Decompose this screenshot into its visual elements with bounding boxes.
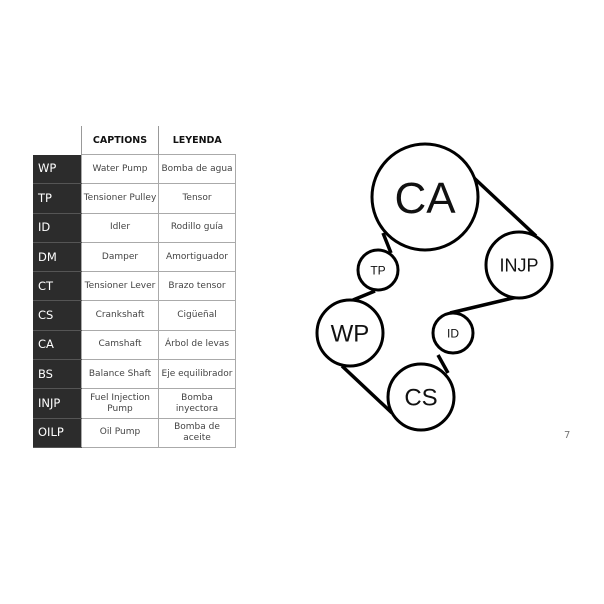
row-caption: Fuel Injection Pump (81, 388, 159, 419)
row-code: INJP (33, 388, 82, 419)
pulley-tp (356, 248, 400, 292)
row-code: TP (33, 183, 82, 214)
row-leyenda: Bomba de aceite (158, 417, 236, 448)
row-leyenda: Bomba inyectora (158, 388, 236, 419)
table-row: CS Crankshaft Cigüeñal (33, 300, 236, 331)
pulley-label: CS (404, 385, 437, 412)
table-row: CA Camshaft Árbol de levas (33, 329, 236, 361)
row-caption: Balance Shaft (81, 359, 159, 390)
row-leyenda: Brazo tensor (158, 271, 236, 302)
row-caption: Crankshaft (81, 300, 159, 331)
pulley-wp (315, 298, 385, 368)
row-code: DM (33, 242, 82, 273)
row-leyenda: Cigüeñal (158, 300, 236, 331)
pulley-ca (370, 142, 480, 252)
row-code: ID (33, 213, 82, 243)
page-number: 7 (564, 430, 571, 441)
table-row: BS Balance Shaft Eje equilibrador (33, 359, 236, 390)
table-row: CT Tensioner Lever Brazo tensor (33, 271, 236, 302)
row-caption: Damper (81, 241, 159, 273)
pulley-injp (484, 230, 554, 300)
row-leyenda: Eje equilibrador (158, 359, 236, 390)
row-leyenda: Árbol de levas (158, 329, 236, 361)
row-code: CA (33, 330, 82, 361)
table-row: TP Tensioner Pulley Tensor (33, 183, 236, 214)
belt-segment (471, 175, 538, 238)
row-leyenda: Tensor (158, 183, 236, 214)
row-leyenda: Bomba de agua (158, 153, 236, 185)
header-leyenda: LEYENDA (158, 126, 236, 155)
table-row: WP Water Pump Bomba de agua (33, 153, 236, 185)
row-leyenda: Rodillo guía (158, 212, 236, 243)
pulley-label: WP (331, 321, 370, 348)
row-code: BS (33, 359, 82, 390)
belt-segment (381, 232, 393, 254)
pulley-id (431, 311, 475, 355)
belt (340, 175, 538, 415)
table-row: OILP Oil Pump Bomba de aceite (33, 417, 236, 448)
row-leyenda: Amortiguador (158, 241, 236, 273)
pulley-label: CA (394, 174, 456, 223)
belt-segment (449, 295, 518, 315)
table-row: INJP Fuel Injection Pump Bomba inyectora (33, 388, 236, 419)
row-code: WP (33, 154, 82, 185)
row-code: CS (33, 300, 82, 331)
row-caption: Camshaft (81, 329, 159, 361)
pulley-label: INJP (499, 255, 538, 275)
pulley-label: TP (370, 263, 385, 277)
row-caption: Oil Pump (81, 417, 159, 448)
belt-segment (340, 364, 394, 415)
row-caption: Tensioner Lever (81, 271, 159, 302)
header-captions: CAPTIONS (81, 126, 159, 155)
row-code: CT (33, 271, 82, 302)
table-row: DM Damper Amortiguador (33, 241, 236, 273)
pulley-label: ID (447, 326, 459, 340)
legend-table: CAPTIONS LEYENDA WP Water Pump Bomba de ag… (33, 126, 236, 448)
belt-segment (352, 289, 376, 302)
belt-segment (436, 354, 450, 374)
row-code: OILP (33, 418, 82, 448)
pulley-cs (386, 362, 456, 432)
